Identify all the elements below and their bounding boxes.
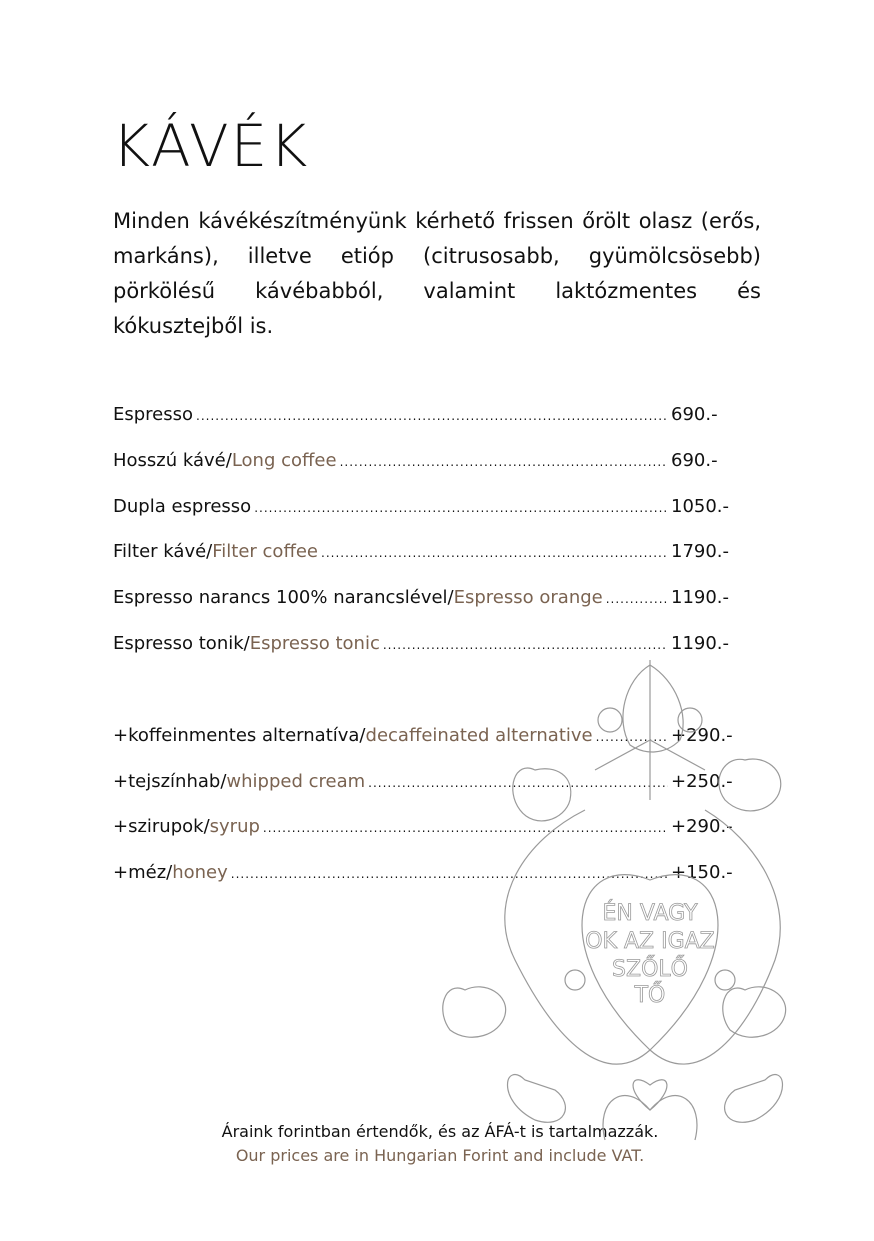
item-price: +150.- [671,862,733,884]
extra-item: +tejszínhab/whipped cream +250.- [113,771,733,797]
dot-leader [231,867,668,881]
menu-item: Hosszú kávé/Long coffee 690.- [113,450,733,476]
svg-text:ÉN VAGY: ÉN VAGY [602,900,698,926]
item-name-en: honey [172,862,228,884]
item-name: +méz/honey [113,862,228,883]
dot-leader [606,592,668,606]
item-name-hu: Filter kávé/ [113,541,213,563]
item-name: Espresso tonik/Espresso tonic [113,633,380,654]
item-name-en: decaffeinated alternative [365,725,593,746]
menu-item: Espresso tonik/Espresso tonic 1190.- [113,633,733,659]
dot-leader [196,409,668,423]
item-name-hu: +koffeinmentes alternatíva/ [113,725,366,746]
menu-item: Dupla espresso 1050.- [113,496,733,522]
intro-text: Minden kávékészítményünk kérhető frissen… [113,209,761,338]
item-name-hu: Espresso narancs 100% narancslével/ [113,587,454,609]
item-name: Hosszú kávé/Long coffee [113,450,337,471]
item-price: +250.- [671,770,733,792]
dot-leader [368,776,668,790]
item-name: Filter kávé/Filter coffee [113,541,318,562]
svg-text:TŐ: TŐ [634,982,666,1008]
item-name: +tejszínhab/whipped cream [113,771,365,792]
item-name: Espresso narancs 100% narancslével/Espre… [113,587,603,608]
item-name: +koffeinmentes alternatíva/decaffeinated… [113,725,593,746]
item-name-en: Espresso orange [453,587,603,609]
svg-text:SZŐLŐ: SZŐLŐ [612,956,688,982]
item-price: 690.- [671,404,718,425]
item-name-en: Filter coffee [212,541,318,563]
item-name: +szirupok/syrup [113,816,260,837]
footer-note-en: Our prices are in Hungarian Forint and i… [235,1146,645,1165]
item-price: 1190.- [671,587,730,609]
dot-leader [596,730,668,744]
svg-text:OK AZ IGAZ: OK AZ IGAZ [585,929,715,954]
item-price: +290.- [671,725,733,746]
menu-item: Espresso narancs 100% narancslével/Espre… [113,587,733,613]
extra-item: +méz/honey +150.- [113,862,733,888]
menu-item: Espresso 690.- [113,404,733,430]
menu-item: Filter kávé/Filter coffee 1790.- [113,541,733,567]
item-name-hu: Espresso tonik/ [113,633,250,654]
dot-leader [263,821,668,835]
dot-leader [340,455,668,469]
footer-note-hu: Áraink forintban értendők, és az ÁFÁ-t i… [221,1122,659,1141]
item-name-hu: +méz/ [113,862,173,884]
dot-leader [321,546,668,560]
item-price: 1050.- [671,495,730,517]
extra-item: +koffeinmentes alternatíva/decaffeinated… [113,725,733,751]
item-name-en: syrup [209,816,260,838]
item-name-en: Espresso tonic [249,633,380,654]
item-price: 1190.- [671,633,730,654]
item-name-en: Long coffee [231,449,337,471]
item-price: +290.- [671,816,733,838]
item-name-en: whipped cream [226,770,366,792]
page-title: KÁVÉK [112,112,310,180]
item-price: 690.- [671,449,718,471]
item-name-hu: Dupla espresso [113,495,252,517]
item-name-hu: Espresso [113,404,194,425]
dot-leader [254,501,668,515]
item-name: Dupla espresso [113,496,251,517]
item-name: Espresso [113,404,193,425]
item-name-hu: +tejszínhab/ [113,770,227,792]
dot-leader [383,638,668,652]
item-name-hu: +szirupok/ [113,816,210,838]
extra-item: +szirupok/syrup +290.- [113,816,733,842]
item-name-hu: Hosszú kávé/ [113,449,232,471]
item-price: 1790.- [671,541,730,563]
